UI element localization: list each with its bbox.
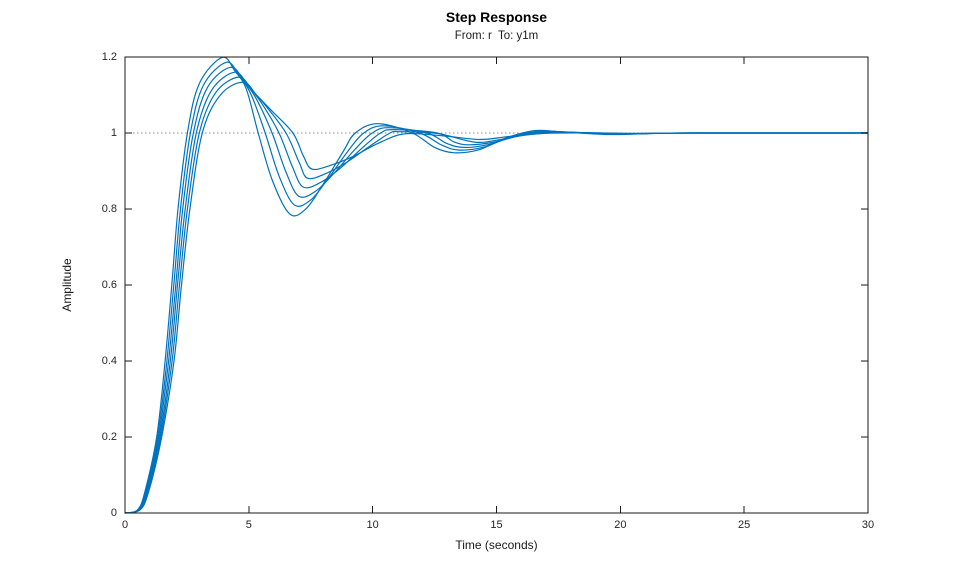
x-axis-label: Time (seconds) bbox=[455, 538, 538, 552]
y-tick-label: 0.4 bbox=[101, 355, 117, 367]
chart-subtitle: From: r To: y1m bbox=[454, 30, 539, 42]
y-tick-label: 1.2 bbox=[101, 51, 117, 63]
x-tick-label: 30 bbox=[861, 519, 875, 531]
step-response-curve-2 bbox=[124, 61, 868, 514]
x-tick-label: 25 bbox=[738, 519, 751, 531]
y-tick-label: 0 bbox=[110, 507, 117, 519]
x-tick-label: 0 bbox=[121, 519, 129, 531]
x-tick-label: 15 bbox=[490, 519, 503, 531]
x-tick-label: 10 bbox=[366, 519, 379, 531]
y-tick-label: 0.2 bbox=[101, 431, 117, 443]
x-tick-label: 20 bbox=[614, 519, 627, 531]
y-tick-label: 1 bbox=[110, 127, 117, 139]
chart-title: Step Response bbox=[445, 9, 548, 25]
y-tick-label: 0.6 bbox=[101, 279, 117, 291]
y-tick-label: 0.8 bbox=[101, 203, 117, 215]
step-response-curve-3 bbox=[124, 66, 868, 514]
axes-frame bbox=[124, 56, 869, 514]
step-response-curve-6 bbox=[124, 81, 868, 514]
x-tick-label: 5 bbox=[245, 519, 252, 531]
step-response-curve-1 bbox=[124, 56, 868, 514]
